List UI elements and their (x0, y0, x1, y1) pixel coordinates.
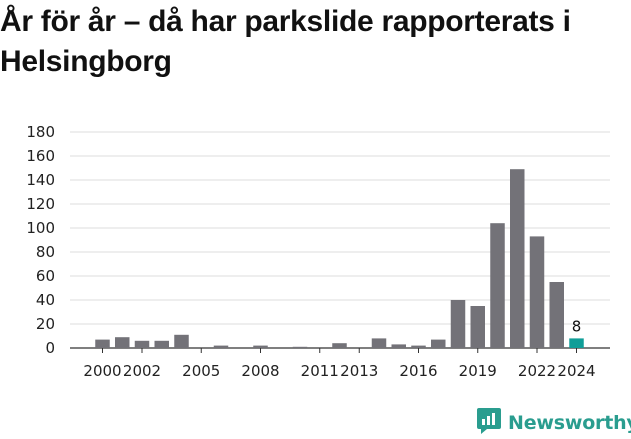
gridlines (70, 131, 610, 349)
bar-2012 (332, 343, 347, 348)
bar-2017 (431, 339, 446, 348)
x-tick-label: 2005 (182, 362, 220, 380)
x-tick-label: 2000 (83, 362, 121, 380)
bar-2022 (529, 236, 545, 348)
y-tick-label: 180 (26, 123, 55, 141)
bar-2008 (253, 345, 268, 348)
x-tick-label: 2019 (459, 362, 497, 380)
x-tick-label: 2002 (123, 362, 161, 380)
y-tick-label: 160 (26, 147, 55, 165)
bar-2003 (154, 340, 169, 348)
bar-2018 (450, 300, 466, 348)
bar-2001 (115, 337, 130, 348)
y-tick-label: 100 (26, 219, 55, 237)
x-tick-label: 2011 (301, 362, 339, 380)
bar-2010 (292, 346, 308, 348)
data-label-2024: 8 (572, 317, 582, 335)
x-axis-tick-labels: 2000 2002 2005 2008 2011 2013 2016 2019 2022 2024 (83, 348, 596, 380)
newsworthy-brand: Newsworthy (476, 408, 631, 438)
bars (95, 169, 584, 348)
bar-2020 (490, 223, 505, 348)
y-tick-label: 40 (36, 291, 55, 309)
bar-2014 (371, 338, 387, 348)
bar-2004 (174, 334, 189, 348)
bar-2015 (391, 344, 406, 348)
y-tick-label: 140 (26, 171, 55, 189)
x-tick-label: 2016 (399, 362, 437, 380)
chart-title: År för år – då har parkslide rapporterat… (0, 5, 571, 78)
bar-2016 (411, 345, 426, 348)
bar-2002 (134, 340, 150, 348)
x-tick-label: 2013 (340, 362, 378, 380)
x-tick-label: 2022 (518, 362, 556, 380)
x-tick-label: 2024 (557, 362, 595, 380)
bar-2021 (510, 169, 525, 348)
bar-2000 (95, 339, 110, 348)
y-tick-label: 120 (26, 195, 55, 213)
newsworthy-logo-icon (476, 407, 502, 439)
bar-2006 (213, 345, 229, 348)
data-labels: 8 (572, 317, 582, 335)
y-tick-label: 0 (45, 339, 55, 357)
bar-2023 (549, 282, 564, 348)
y-tick-label: 20 (36, 315, 55, 333)
x-tick-label: 2008 (241, 362, 279, 380)
bar-2024 (569, 338, 584, 348)
y-tick-label: 80 (36, 243, 55, 261)
bar-2019 (470, 306, 485, 348)
brand-name: Newsworthy (508, 412, 631, 434)
y-axis-tick-labels: 0 20 40 60 80 100 120 140 160 180 (26, 123, 55, 357)
y-tick-label: 60 (36, 267, 55, 285)
